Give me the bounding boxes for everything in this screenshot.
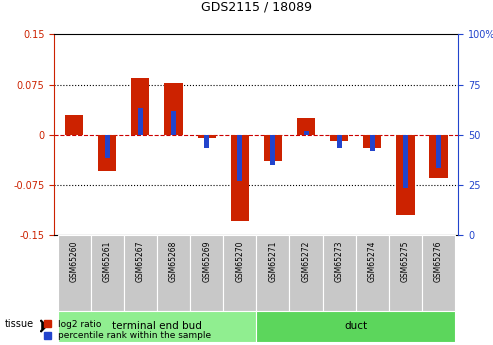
Bar [322,235,356,310]
Bar [124,235,157,310]
Text: GSM65272: GSM65272 [302,241,311,282]
Text: GSM65261: GSM65261 [103,241,112,282]
Bar [264,135,282,161]
Bar [271,135,276,165]
Text: GSM65269: GSM65269 [202,241,211,282]
Bar [157,235,190,310]
Bar [429,135,448,178]
Bar [363,135,382,148]
Bar [304,131,309,135]
Text: GSM65260: GSM65260 [70,241,78,282]
Bar [198,135,216,138]
Text: duct: duct [344,321,367,331]
Bar [403,135,408,188]
Bar [171,111,176,135]
Text: GSM65273: GSM65273 [335,241,344,282]
Bar [105,135,110,158]
Bar [422,235,455,310]
Bar [138,108,143,135]
Bar [237,135,242,181]
Bar [370,135,375,151]
Text: GSM65270: GSM65270 [235,241,245,282]
Bar [337,135,342,148]
Text: GSM65274: GSM65274 [368,241,377,282]
Bar [256,235,289,310]
Text: GSM65275: GSM65275 [401,241,410,282]
Bar [330,135,349,141]
Bar [204,135,209,148]
Bar [190,235,223,310]
Bar [256,310,455,342]
Bar [58,235,91,310]
Text: GDS2115 / 18089: GDS2115 / 18089 [201,1,312,14]
Text: GSM65271: GSM65271 [268,241,278,282]
Legend: log2 ratio, percentile rank within the sample: log2 ratio, percentile rank within the s… [44,320,211,341]
Text: GSM65267: GSM65267 [136,241,145,282]
Bar [91,235,124,310]
Bar [65,115,83,135]
Text: tissue: tissue [5,319,34,329]
Text: GSM65276: GSM65276 [434,241,443,282]
Bar [389,235,422,310]
Bar [356,235,389,310]
Bar [297,118,315,135]
Bar [231,135,249,221]
Text: terminal end bud: terminal end bud [112,321,202,331]
Bar [98,135,116,171]
Bar [131,78,149,135]
Bar [289,235,322,310]
Bar [58,310,256,342]
Bar [223,235,256,310]
Bar [164,82,182,135]
Bar [436,135,441,168]
Text: GSM65268: GSM65268 [169,241,178,282]
Bar [396,135,415,215]
